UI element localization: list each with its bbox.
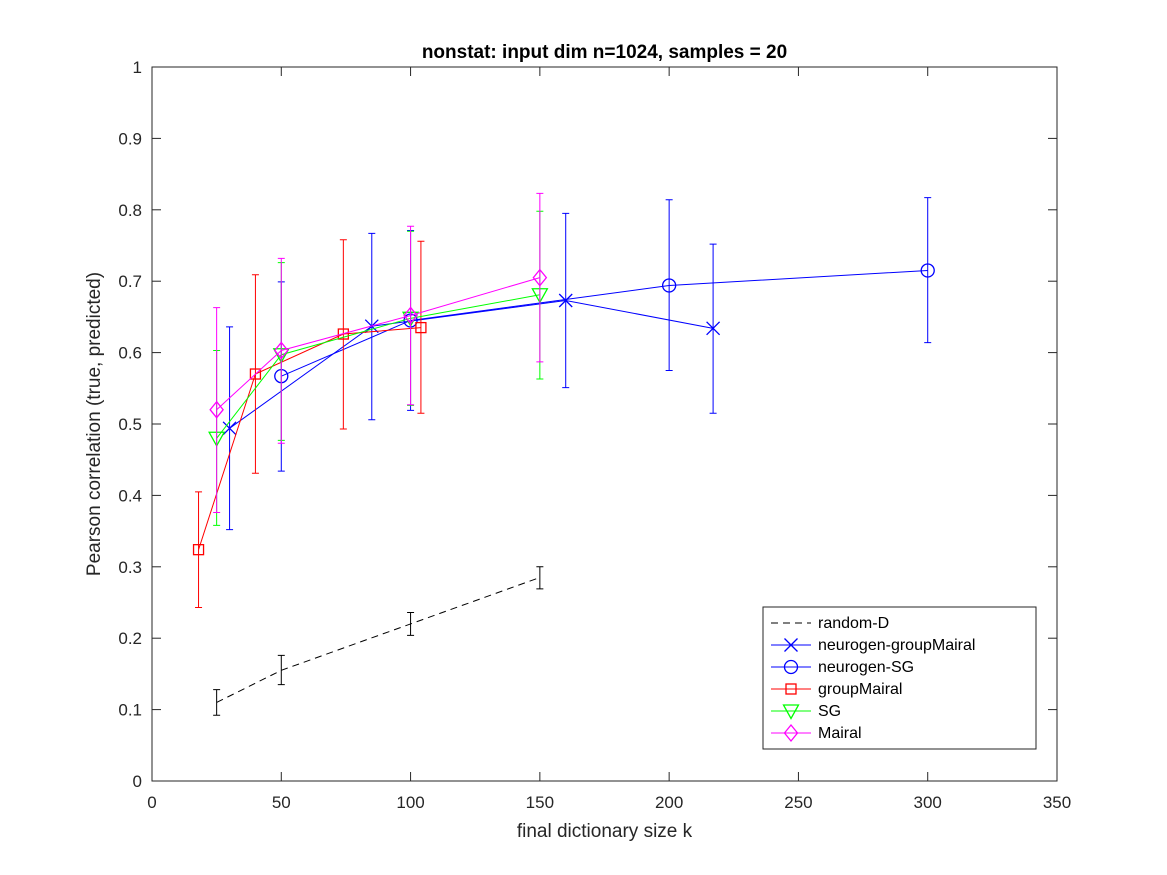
x-tick-label: 100: [396, 793, 424, 812]
legend-label: random-D: [818, 615, 889, 632]
y-tick-label: 0.7: [118, 272, 142, 291]
series-line: [229, 299, 714, 429]
x-tick-label: 50: [272, 793, 291, 812]
legend-marker: [783, 659, 799, 675]
y-tick-label: 0: [133, 772, 142, 791]
legend-label: groupMairal: [818, 681, 902, 698]
legend-entry: random-D: [771, 615, 889, 632]
x-tick-label: 250: [784, 793, 812, 812]
data-point: [920, 263, 935, 278]
data-point: [249, 368, 262, 380]
y-tick-label: 0.8: [118, 201, 142, 220]
error-bar: [924, 197, 932, 344]
legend-label: Mairal: [818, 725, 862, 742]
data-point: [222, 421, 237, 436]
chart-title: nonstat: input dim n=1024, samples = 20: [422, 42, 787, 63]
x-tick-label: 300: [914, 793, 942, 812]
legend-entry: groupMairal: [771, 681, 902, 698]
legend-entry: Mairal: [771, 723, 862, 743]
legend-entry: neurogen-SG: [771, 659, 914, 676]
legend-box: [762, 606, 1037, 750]
series-line: [216, 277, 540, 411]
y-tick-label: 0.1: [118, 701, 142, 720]
legend-label: neurogen-SG: [818, 659, 914, 676]
series-line: [216, 294, 540, 439]
x-axis-label: final dictionary size k: [517, 821, 693, 842]
legend-marker: [784, 638, 798, 652]
error-bar: [213, 307, 221, 514]
data-point: [415, 321, 427, 334]
data-point: [706, 321, 721, 336]
series-mairal: [209, 192, 548, 514]
data-point: [273, 341, 289, 360]
y-tick-label: 0.9: [118, 129, 142, 148]
x-tick-label: 150: [526, 793, 554, 812]
legend-marker: [783, 723, 799, 743]
series-layer: [192, 192, 935, 716]
series-neurogen-groupmairal: [222, 212, 721, 531]
y-tick-label: 0.6: [118, 344, 142, 363]
legend-marker: [785, 683, 797, 695]
data-point: [209, 400, 224, 419]
legend-label: SG: [818, 703, 841, 720]
data-point: [532, 268, 548, 287]
series-line: [216, 577, 541, 703]
data-point: [337, 328, 349, 340]
x-tick-label: 350: [1043, 793, 1071, 812]
data-point: [192, 544, 205, 556]
legend-marker: [782, 704, 800, 720]
x-tick-label: 0: [147, 793, 156, 812]
legend-entry: SG: [771, 703, 841, 720]
x-tick-label: 200: [655, 793, 683, 812]
y-axis-label: Pearson correlation (true, predicted): [84, 272, 105, 576]
y-tick-label: 1: [133, 58, 142, 77]
series-random-d: [213, 566, 544, 716]
legend-entry: neurogen-groupMairal: [771, 637, 975, 654]
legend-label: neurogen-groupMairal: [818, 637, 975, 654]
data-point: [403, 306, 418, 325]
series-line: [198, 327, 421, 550]
y-tick-label: 0.3: [118, 558, 142, 577]
data-point: [661, 278, 677, 293]
axis-ticks: 0 50 100 150 200 250 300 350 0 0.1 0.2 0.3 0.4 0.5 0.6…: [118, 58, 1071, 812]
axes-box: [151, 66, 1058, 782]
y-tick-label: 0.5: [118, 415, 142, 434]
error-bar: [417, 240, 425, 414]
y-tick-label: 0.4: [118, 486, 142, 505]
error-bar: [536, 566, 544, 590]
data-point: [558, 293, 573, 308]
y-tick-label: 0.2: [118, 629, 142, 648]
series-groupmairal: [192, 239, 427, 608]
legend: random-D neurogen-groupMairal neurogen-SG g…: [762, 606, 1037, 750]
